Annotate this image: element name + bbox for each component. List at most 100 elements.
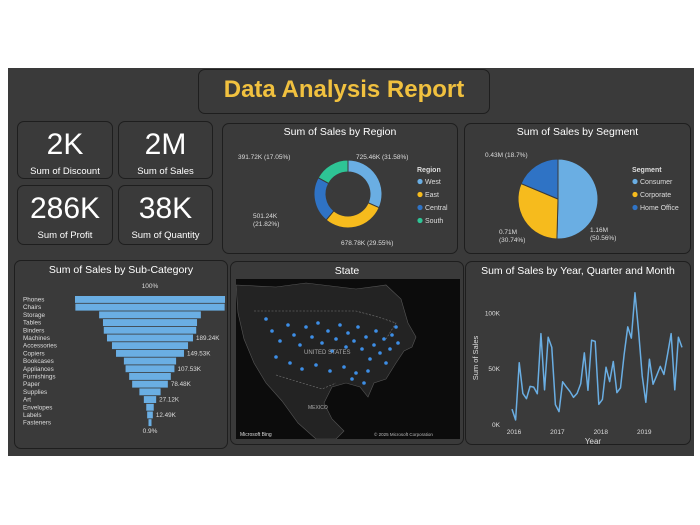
funnel-category-label: Phones xyxy=(23,297,44,304)
funnel-bar[interactable] xyxy=(111,342,189,350)
funnel-value-label: 12.49K xyxy=(156,412,177,419)
state-marker[interactable] xyxy=(352,339,356,343)
state-marker[interactable] xyxy=(360,347,364,351)
funnel-bar[interactable] xyxy=(146,403,154,411)
legend-marker xyxy=(632,191,638,198)
funnel-bar[interactable] xyxy=(99,311,201,319)
state-marker[interactable] xyxy=(364,335,368,339)
state-marker[interactable] xyxy=(326,329,330,333)
funnel-bar[interactable] xyxy=(125,365,175,373)
state-marker[interactable] xyxy=(368,357,372,361)
state-marker[interactable] xyxy=(320,341,324,345)
funnel-bar[interactable] xyxy=(75,296,225,303)
state-map[interactable]: UNITED STATES MEXICO Microsoft Bing © 20… xyxy=(236,279,460,439)
funnel-bar[interactable] xyxy=(143,396,157,403)
funnel-category-label: Copiers xyxy=(23,350,45,357)
legend-entry[interactable]: Corporate xyxy=(640,192,671,199)
kpi-value: 2M xyxy=(144,128,187,161)
legend-entry[interactable]: South xyxy=(425,218,443,225)
state-marker[interactable] xyxy=(304,325,308,329)
state-marker[interactable] xyxy=(292,333,296,337)
state-marker[interactable] xyxy=(374,329,378,333)
funnel-bar[interactable] xyxy=(102,319,198,326)
legend-entry[interactable]: East xyxy=(425,192,439,199)
x-tick-label: 2018 xyxy=(594,429,609,436)
slice-data-label: 678.78K (29.55%) xyxy=(341,240,393,247)
state-marker[interactable] xyxy=(316,321,320,325)
state-marker[interactable] xyxy=(354,371,358,375)
state-marker[interactable] xyxy=(390,333,394,337)
pie-slice-east[interactable] xyxy=(325,202,380,229)
state-marker[interactable] xyxy=(314,363,318,367)
state-marker[interactable] xyxy=(394,325,398,329)
state-marker[interactable] xyxy=(270,329,274,333)
pie-slice-central[interactable] xyxy=(313,177,335,221)
funnel-bar[interactable] xyxy=(103,326,197,334)
state-marker[interactable] xyxy=(350,377,354,381)
subcategory-chart-card: Sum of Sales by Sub-Category 100% Phones C… xyxy=(14,260,228,449)
legend-marker xyxy=(417,217,423,224)
funnel-category-label: Supplies xyxy=(23,389,47,396)
state-marker[interactable] xyxy=(286,323,290,327)
state-marker[interactable] xyxy=(274,355,278,359)
funnel-bar[interactable] xyxy=(148,419,152,427)
legend-title: Segment xyxy=(632,167,662,174)
funnel-bar[interactable] xyxy=(132,380,168,388)
x-tick-label: 2019 xyxy=(637,429,652,436)
legend-entry[interactable]: West xyxy=(425,179,441,186)
funnel-bar[interactable] xyxy=(129,373,171,380)
state-marker[interactable] xyxy=(278,339,282,343)
funnel-bar[interactable] xyxy=(147,411,153,419)
chart-title: Sum of Sales by Region xyxy=(283,126,397,138)
funnel-bar[interactable] xyxy=(139,388,161,396)
funnel-category-label: Machines xyxy=(23,335,50,342)
state-marker[interactable] xyxy=(346,331,350,335)
funnel-category-label: Chairs xyxy=(23,304,41,311)
legend-entry[interactable]: Home Office xyxy=(640,205,679,212)
state-marker[interactable] xyxy=(388,347,392,351)
funnel-bar[interactable] xyxy=(123,357,177,365)
state-marker[interactable] xyxy=(362,381,366,385)
state-marker[interactable] xyxy=(342,365,346,369)
sales-series-line[interactable] xyxy=(511,292,683,421)
state-marker[interactable] xyxy=(264,317,268,321)
state-marker[interactable] xyxy=(330,349,334,353)
kpi-label: Sum of Sales xyxy=(137,166,194,177)
pie-slice-home-office[interactable] xyxy=(520,158,559,200)
funnel-category-label: Furnishings xyxy=(23,374,56,381)
state-marker[interactable] xyxy=(372,343,376,347)
funnel-bar[interactable] xyxy=(106,334,194,342)
report-title-card: Data Analysis Report xyxy=(198,69,490,114)
subcategory-funnel-chart: 100% PhonesChairsStorageTablesBindersMach… xyxy=(23,283,225,435)
kpi-value: 286K xyxy=(29,192,101,225)
state-marker[interactable] xyxy=(382,337,386,341)
state-marker[interactable] xyxy=(338,323,342,327)
pie-slice-consumer[interactable] xyxy=(556,158,599,240)
funnel-bar[interactable] xyxy=(116,349,184,357)
kpi-card-sales: 2M Sum of Sales xyxy=(118,121,213,179)
state-marker[interactable] xyxy=(328,369,332,373)
state-marker[interactable] xyxy=(298,343,302,347)
funnel-bar[interactable] xyxy=(75,303,225,311)
funnel-category-label: Fasteners xyxy=(23,420,51,427)
sales-trend-card: Sum of Sales by Year, Quarter and Month … xyxy=(465,261,691,445)
funnel-value-label: 189.24K xyxy=(196,335,220,342)
state-marker[interactable] xyxy=(334,337,338,341)
pie-slice-south[interactable] xyxy=(317,159,349,185)
state-marker[interactable] xyxy=(384,361,388,365)
legend-entry[interactable]: Consumer xyxy=(640,179,673,186)
state-marker[interactable] xyxy=(288,361,292,365)
funnel-value-label: 107.53K xyxy=(177,366,201,373)
legend-marker xyxy=(632,178,638,185)
state-marker[interactable] xyxy=(366,369,370,373)
funnel-category-label: Storage xyxy=(23,312,46,319)
state-marker[interactable] xyxy=(310,335,314,339)
legend-entry[interactable]: Central xyxy=(425,205,448,212)
state-marker[interactable] xyxy=(300,367,304,371)
state-marker[interactable] xyxy=(356,325,360,329)
state-marker[interactable] xyxy=(344,345,348,349)
state-marker[interactable] xyxy=(396,341,400,345)
pie-slice-west[interactable] xyxy=(347,159,383,209)
state-marker[interactable] xyxy=(378,351,382,355)
pie-slice-corporate[interactable] xyxy=(517,182,559,240)
